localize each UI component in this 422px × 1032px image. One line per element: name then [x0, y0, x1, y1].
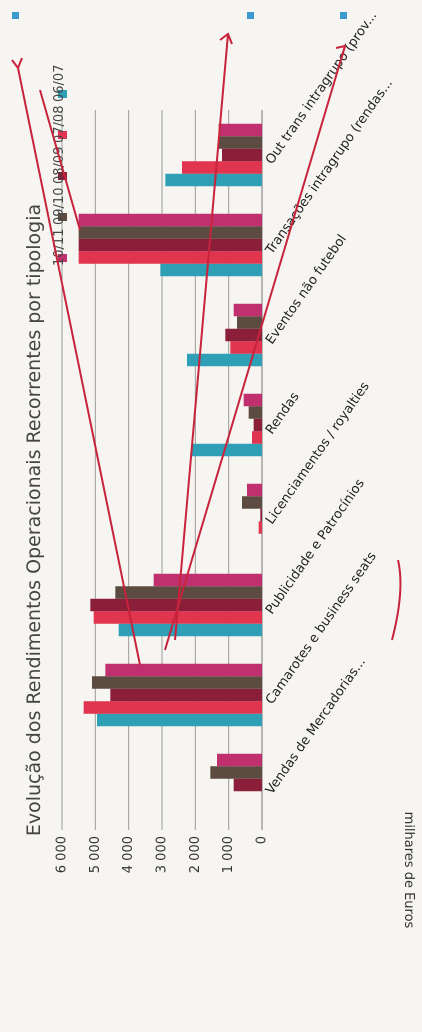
annotation-line: [174, 33, 229, 641]
plot-area: [61, 110, 263, 830]
bar: [78, 251, 263, 264]
bar: [182, 161, 262, 174]
bar: [247, 483, 262, 497]
bar: [258, 521, 262, 534]
x-axis-categories: Vendas de Mercadorias...Camarotes e busi…: [262, 9, 396, 798]
bar: [252, 431, 262, 444]
bar: [248, 406, 262, 419]
legend-swatch: [58, 254, 67, 262]
bar: [110, 688, 262, 702]
x-tick-label: Camarotes e business seats: [263, 549, 380, 707]
bar: [165, 173, 262, 187]
bar: [243, 393, 262, 407]
bar: [115, 586, 262, 599]
bar: [218, 136, 262, 149]
bar: [153, 573, 262, 587]
x-tick-label: Transações intragrupo (rendas...: [262, 76, 396, 258]
bar: [217, 753, 262, 767]
bar: [192, 443, 262, 457]
bar: [78, 213, 263, 227]
y-tick-label: 4 000: [121, 836, 136, 873]
bar: [160, 263, 262, 277]
legend-swatch: [58, 90, 67, 98]
legend-label: 09/10: [52, 188, 67, 225]
annotation-line: [164, 45, 346, 651]
bar: [260, 508, 262, 522]
annotation-line: [391, 559, 402, 641]
y-tick-label: 2 000: [188, 836, 203, 873]
legend-label: 06/07: [52, 65, 67, 102]
x-tick-label: Licenciamentos / royalties: [263, 379, 373, 527]
bar: [78, 238, 263, 252]
marker-square: [340, 12, 347, 19]
x-tick-label: Rendas: [263, 389, 303, 437]
annotation-arrowhead: [11, 57, 23, 71]
bar: [90, 598, 262, 612]
bar: [118, 623, 263, 637]
annotation-line: [17, 67, 141, 666]
legend-swatch: [58, 172, 67, 180]
bar: [83, 701, 263, 714]
bar: [218, 123, 262, 137]
bar: [210, 766, 262, 779]
y-tick-label: 1 000: [221, 836, 236, 873]
x-tick-label: Out trans intragrupo (prov...: [263, 9, 380, 168]
legend-swatch: [58, 131, 67, 139]
chart-title: Evolução dos Rendimentos Operacionais Re…: [23, 204, 45, 836]
marker-square: [12, 12, 19, 19]
y-tick-label: 0: [255, 836, 270, 844]
y-tick-label: 5 000: [88, 836, 103, 873]
y-axis-label: milhares de Euros: [401, 812, 416, 929]
legend-swatch: [58, 213, 67, 221]
bar: [233, 778, 262, 792]
annotation-line: [39, 89, 81, 231]
y-tick-label: 6 000: [55, 836, 70, 873]
bar: [242, 496, 262, 509]
legend-label: 07/08: [52, 106, 67, 143]
annotations: [11, 12, 402, 666]
bar: [187, 353, 262, 367]
bar: [78, 226, 263, 239]
y-tick-label: 3 000: [155, 836, 170, 873]
bar: [105, 663, 262, 677]
y-axis-ticks: 6 000 5 000 4 000 3 000 2 000 1 000 0: [55, 836, 270, 873]
bar: [97, 713, 262, 727]
annotation-arrowhead: [335, 44, 347, 57]
bar: [222, 148, 262, 162]
marker-square: [247, 12, 254, 19]
bar: [233, 303, 262, 317]
bar: [92, 676, 262, 689]
annotation-arrowhead: [219, 32, 233, 45]
bar: [253, 418, 262, 432]
bar: [225, 328, 262, 342]
bar: [237, 316, 262, 329]
